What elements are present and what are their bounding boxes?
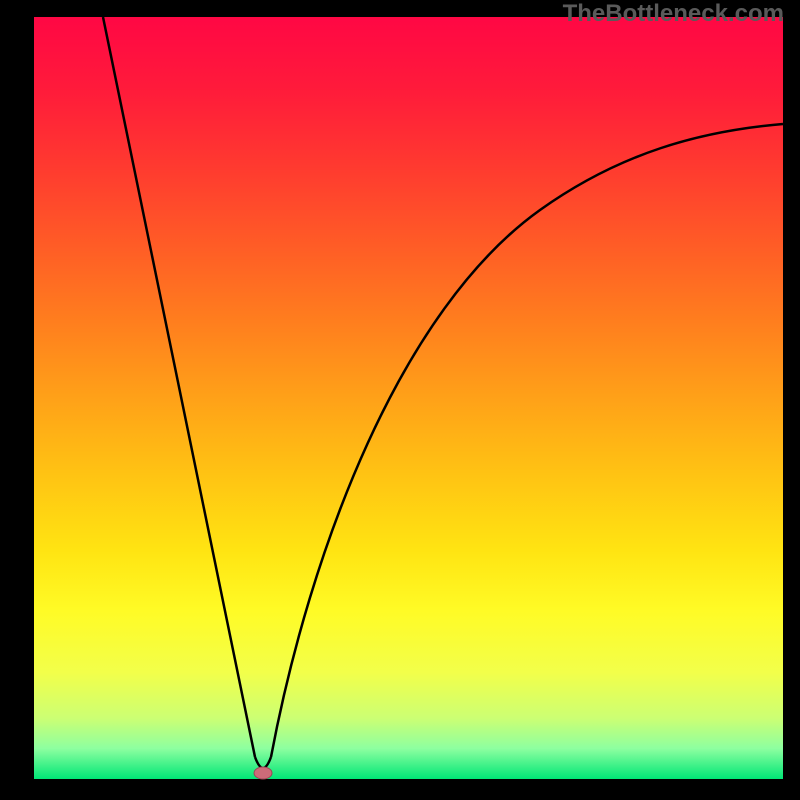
plot-area: [34, 17, 783, 779]
chart-container: TheBottleneck.com: [0, 0, 800, 800]
gradient-background: [34, 17, 783, 779]
watermark-text: TheBottleneck.com: [563, 0, 784, 28]
